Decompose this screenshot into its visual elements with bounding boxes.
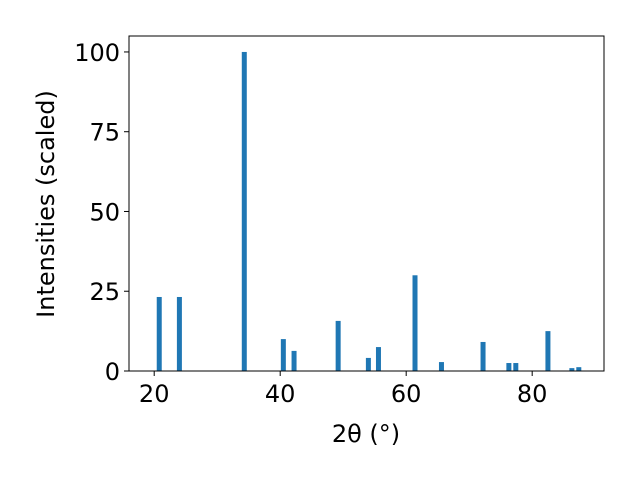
bar bbox=[438, 362, 444, 371]
bar bbox=[569, 368, 575, 371]
y-tick-label: 100 bbox=[74, 39, 120, 67]
x-tick-label: 60 bbox=[391, 380, 422, 408]
bar bbox=[375, 347, 381, 371]
bar bbox=[335, 320, 341, 371]
y-tick-label: 50 bbox=[89, 198, 120, 226]
y-axis-label: Intensities (scaled) bbox=[32, 90, 60, 318]
y-tick-label: 75 bbox=[89, 119, 120, 147]
bar bbox=[365, 357, 371, 371]
bar bbox=[506, 363, 512, 371]
bar bbox=[480, 341, 486, 371]
bar bbox=[241, 51, 247, 371]
x-axis-label: 2θ (°) bbox=[332, 420, 400, 448]
bar bbox=[545, 331, 551, 371]
bar bbox=[176, 296, 182, 371]
y-tick-label: 25 bbox=[89, 278, 120, 306]
x-tick-label: 40 bbox=[265, 380, 296, 408]
x-tick-label: 20 bbox=[139, 380, 170, 408]
bar bbox=[513, 363, 519, 371]
y-tick-label: 0 bbox=[105, 358, 120, 386]
bar bbox=[576, 367, 582, 371]
plot-frame bbox=[128, 35, 605, 372]
x-tick-label: 80 bbox=[517, 380, 548, 408]
bar bbox=[412, 275, 418, 371]
bar bbox=[291, 350, 297, 371]
bar bbox=[156, 296, 162, 371]
bar bbox=[280, 339, 286, 371]
